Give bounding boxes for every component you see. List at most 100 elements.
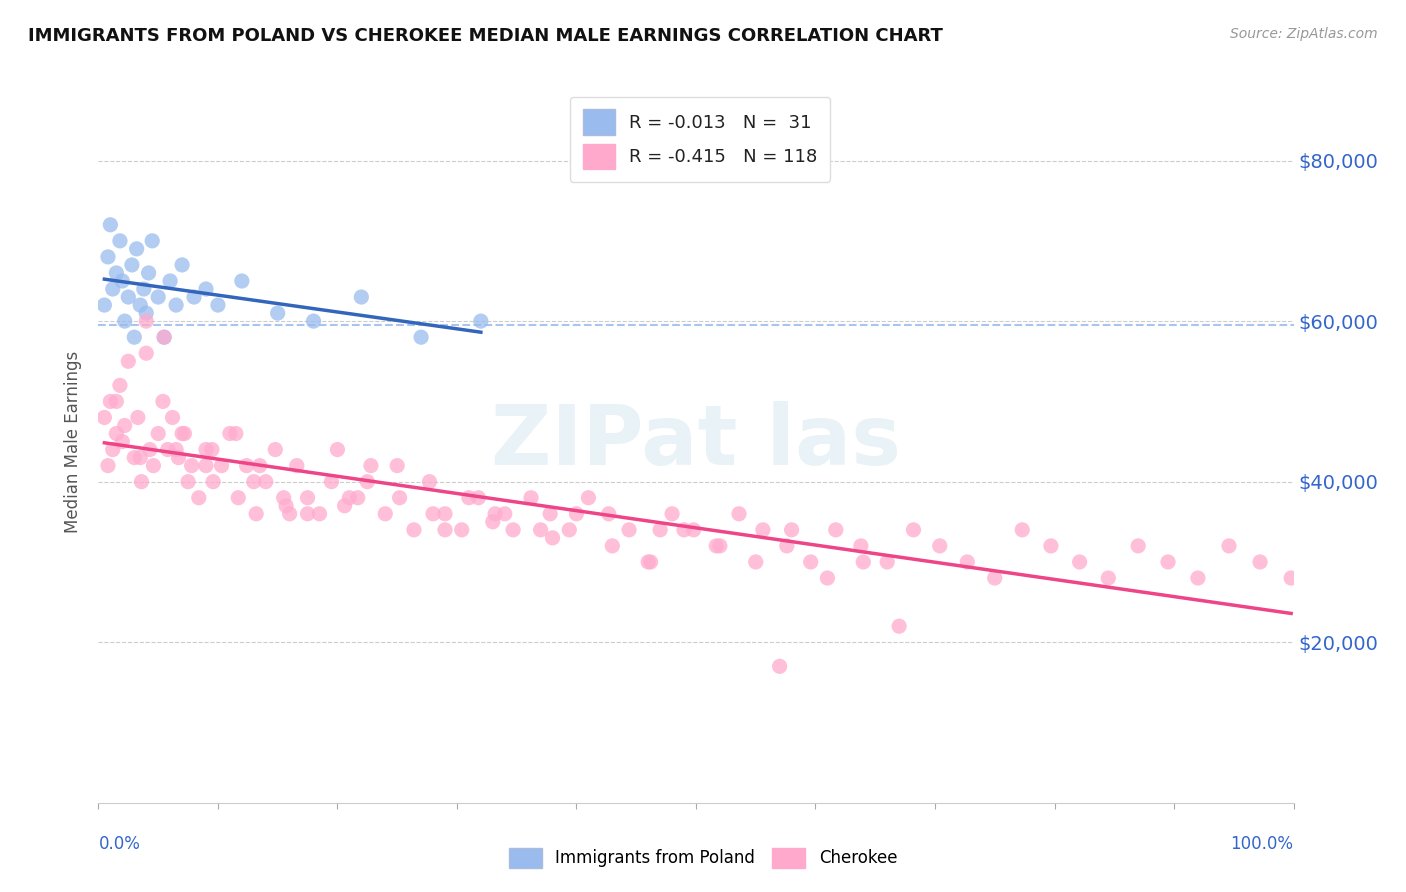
Point <box>148 290 170 304</box>
Point <box>682 523 704 537</box>
Point <box>98 218 122 232</box>
Point <box>93 410 115 425</box>
Point <box>195 282 218 296</box>
Point <box>162 410 184 425</box>
Point <box>183 290 205 304</box>
Point <box>219 426 242 441</box>
Point <box>159 274 181 288</box>
Point <box>640 555 662 569</box>
Point <box>530 523 553 537</box>
Point <box>321 475 343 489</box>
Point <box>267 306 290 320</box>
Point <box>928 539 950 553</box>
Point <box>1249 555 1271 569</box>
Point <box>388 491 411 505</box>
Point <box>226 491 249 505</box>
Point <box>141 234 163 248</box>
Point <box>984 571 1007 585</box>
Point <box>768 659 790 673</box>
Point <box>211 458 233 473</box>
Point <box>673 523 696 537</box>
Point <box>346 491 368 505</box>
Point <box>876 555 898 569</box>
Point <box>152 394 174 409</box>
Point <box>235 458 257 473</box>
Point <box>538 507 561 521</box>
Point <box>129 450 152 465</box>
Point <box>780 523 803 537</box>
Point <box>602 539 624 553</box>
Point <box>956 555 979 569</box>
Point <box>254 475 277 489</box>
Point <box>333 499 356 513</box>
Point <box>165 298 187 312</box>
Point <box>278 507 301 521</box>
Text: ZIPat las: ZIPat las <box>491 401 901 482</box>
Point <box>177 475 200 489</box>
Point <box>565 507 588 521</box>
Point <box>800 555 823 569</box>
Text: IMMIGRANTS FROM POLAND VS CHEROKEE MEDIAN MALE EARNINGS CORRELATION CHART: IMMIGRANTS FROM POLAND VS CHEROKEE MEDIA… <box>28 27 943 45</box>
Point <box>201 442 224 457</box>
Point <box>172 258 194 272</box>
Point <box>1187 571 1209 585</box>
Point <box>98 394 122 409</box>
Point <box>1097 571 1119 585</box>
Point <box>360 458 382 473</box>
Point <box>245 507 267 521</box>
Point <box>167 450 190 465</box>
Point <box>156 442 179 457</box>
Point <box>135 346 157 360</box>
Point <box>207 298 229 312</box>
Point <box>494 507 516 521</box>
Point <box>117 290 139 304</box>
Point <box>1069 555 1091 569</box>
Point <box>195 458 218 473</box>
Point <box>180 458 202 473</box>
Point <box>418 475 440 489</box>
Point <box>153 330 176 344</box>
Point <box>728 507 751 521</box>
Point <box>124 450 146 465</box>
Point <box>470 314 492 328</box>
Point <box>108 378 131 392</box>
Point <box>852 555 875 569</box>
Point <box>402 523 425 537</box>
Point <box>776 539 799 553</box>
Point <box>153 330 176 344</box>
Point <box>558 523 581 537</box>
Point <box>339 491 361 505</box>
Point <box>752 523 775 537</box>
Point <box>101 442 124 457</box>
Point <box>105 426 128 441</box>
Point <box>187 491 209 505</box>
Text: 100.0%: 100.0% <box>1230 835 1294 854</box>
Point <box>356 475 378 489</box>
Point <box>385 458 409 473</box>
Y-axis label: Median Male Earnings: Median Male Earnings <box>65 351 83 533</box>
Point <box>105 266 128 280</box>
Point <box>709 539 731 553</box>
Point <box>132 282 155 296</box>
Point <box>1039 539 1062 553</box>
Point <box>458 491 481 505</box>
Point <box>1128 539 1150 553</box>
Point <box>111 274 134 288</box>
Point <box>117 354 139 368</box>
Point <box>648 523 672 537</box>
Point <box>173 426 195 441</box>
Point <box>661 507 683 521</box>
Point <box>297 491 319 505</box>
Point <box>129 298 152 312</box>
Point <box>434 507 457 521</box>
Point <box>903 523 925 537</box>
Point <box>202 475 225 489</box>
Point <box>889 619 911 633</box>
Legend: Immigrants from Poland, Cherokee: Immigrants from Poland, Cherokee <box>502 841 904 875</box>
Point <box>520 491 543 505</box>
Point <box>124 330 146 344</box>
Point <box>617 523 640 537</box>
Point <box>97 458 120 473</box>
Point <box>285 458 308 473</box>
Point <box>225 426 247 441</box>
